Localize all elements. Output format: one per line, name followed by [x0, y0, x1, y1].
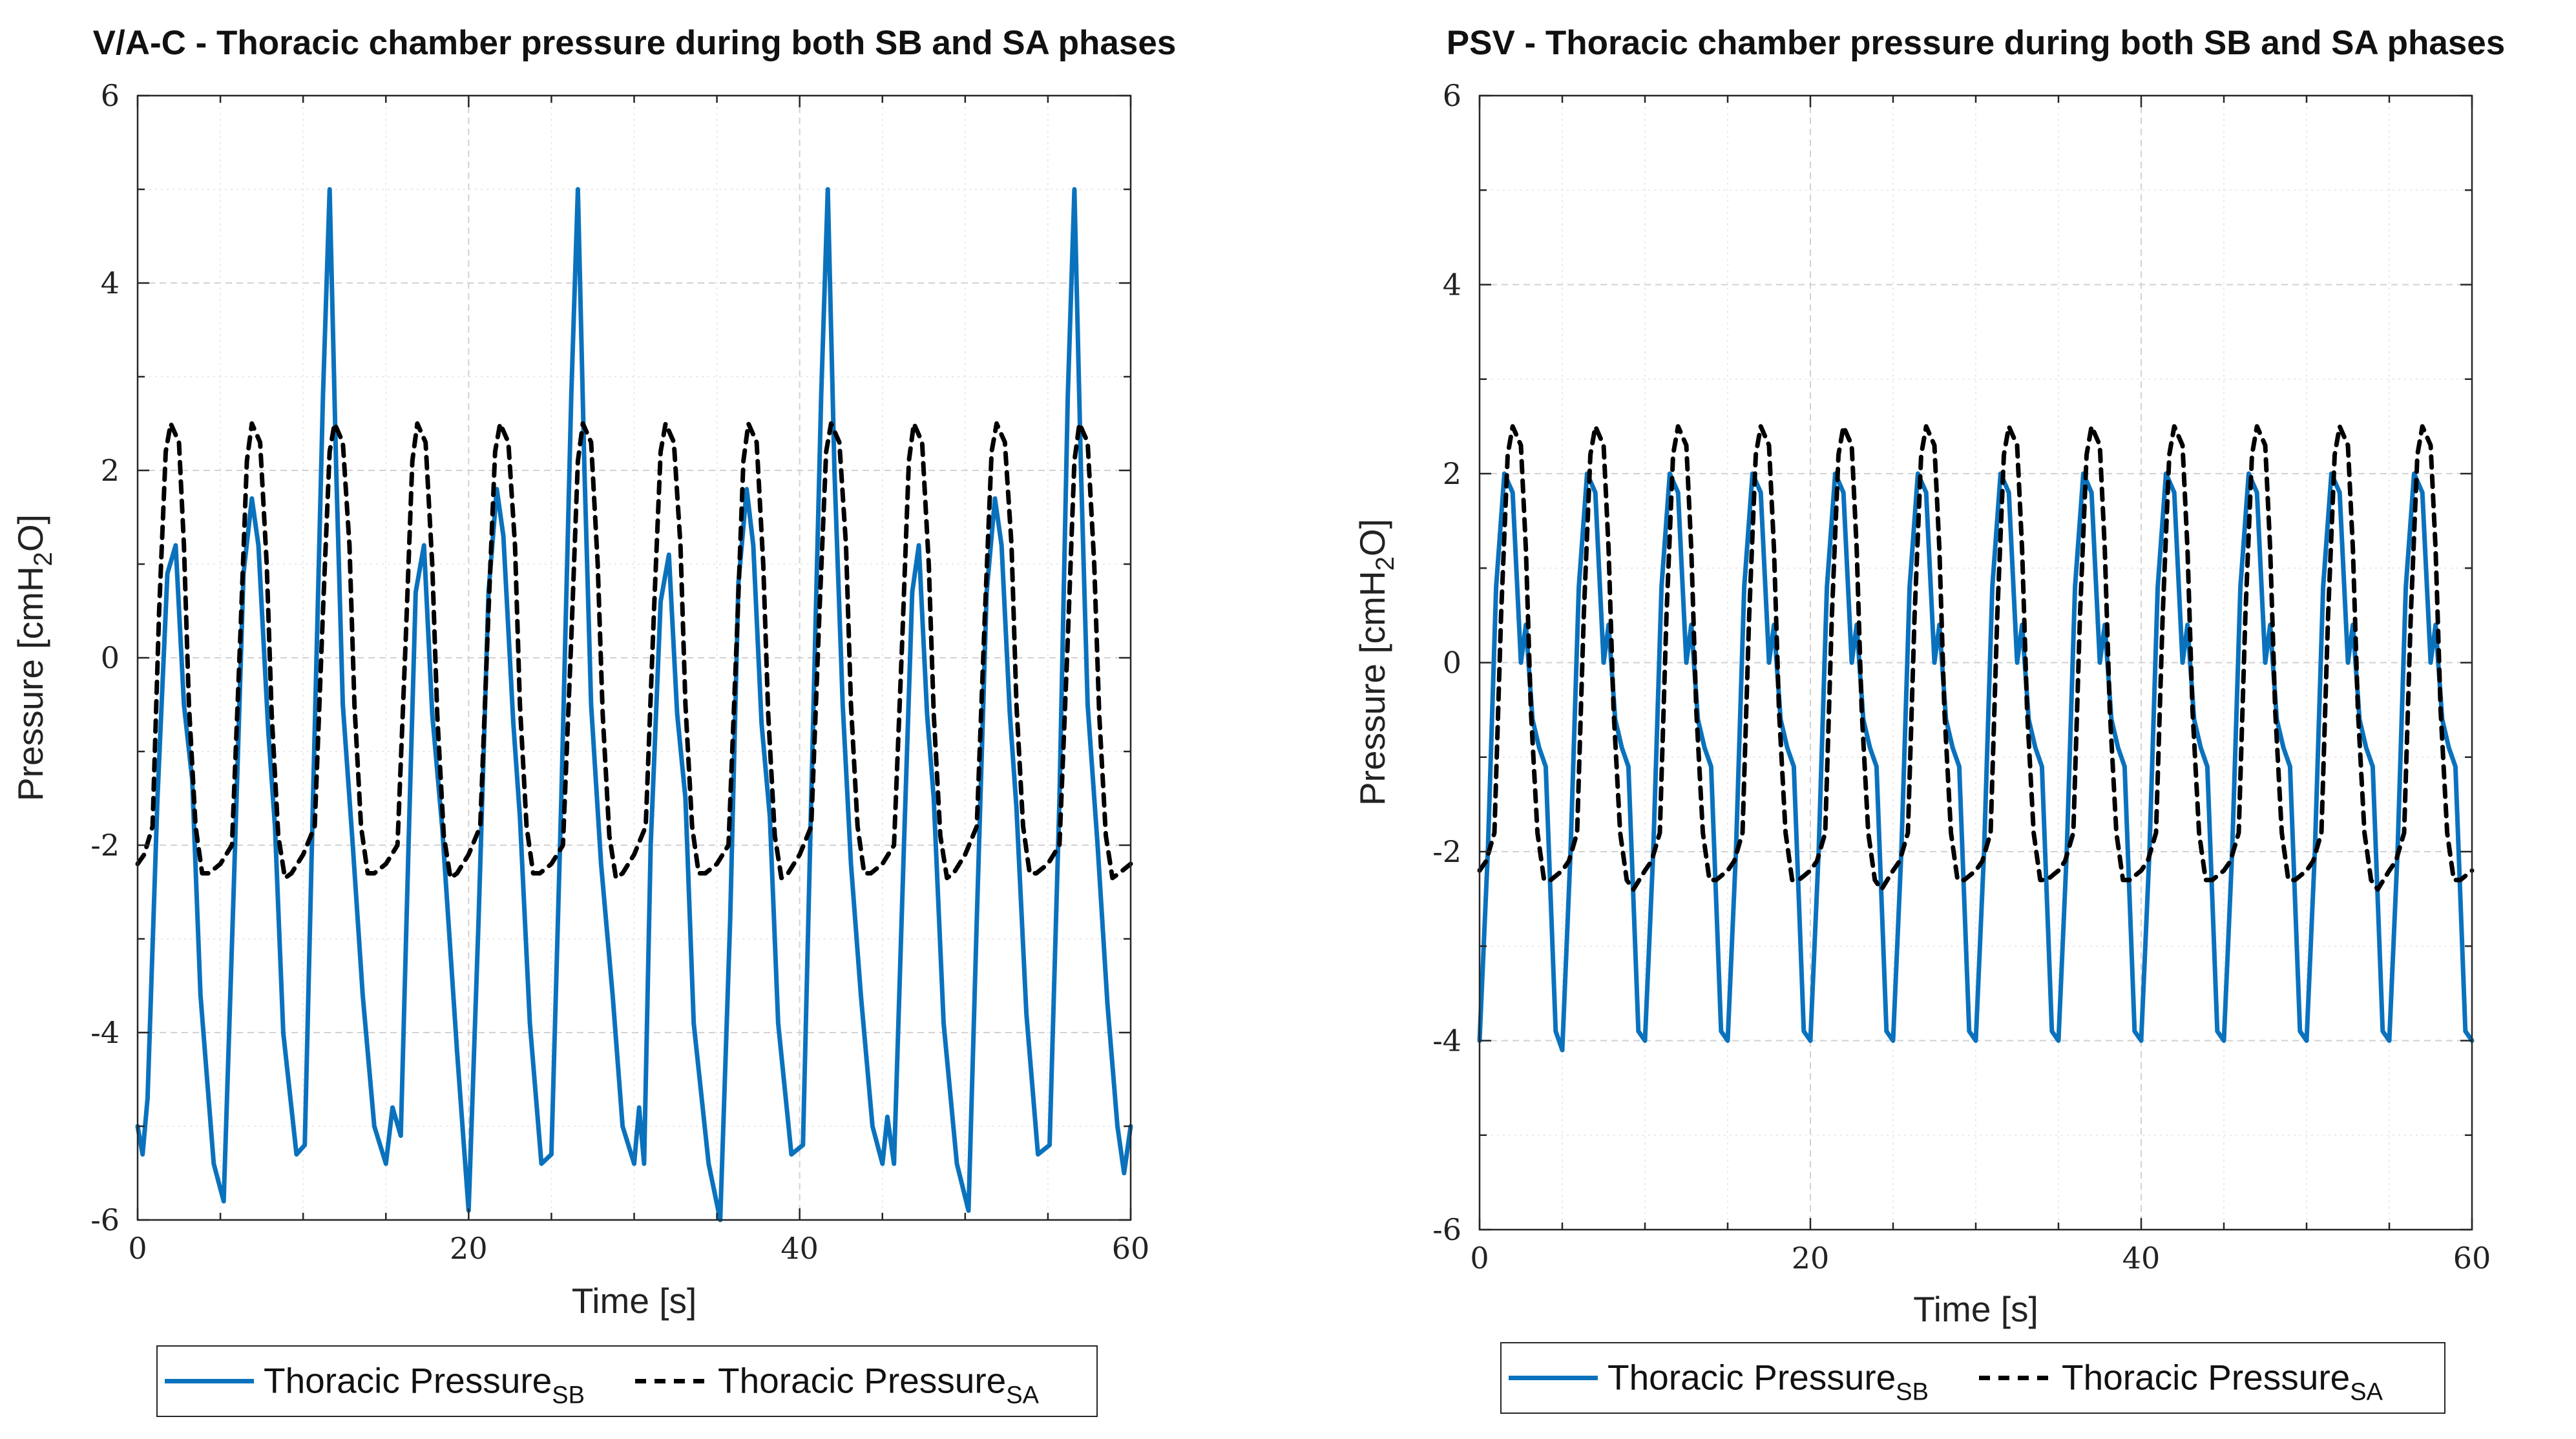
y-tick-label: -6	[1432, 1212, 1461, 1247]
legend-entry-sb-name: Thoracic Pressure	[1607, 1358, 1896, 1398]
series-line-sb	[135, 187, 1133, 1223]
y-axis-label-subscript: 2	[29, 552, 58, 566]
y-tick-label: -2	[1432, 834, 1461, 869]
legend-entry-sb: Thoracic PressureSB	[1607, 1358, 1929, 1406]
y-tick-label: 0	[1443, 646, 1461, 680]
x-tick-label: 20	[450, 1231, 488, 1266]
legend-entry-sa-subscript: SA	[1006, 1382, 1039, 1409]
y-tick-label: -6	[90, 1203, 120, 1237]
y-axis-label-subscript: 2	[1371, 556, 1399, 571]
chart-title: V/A-C - Thoracic chamber pressure during…	[93, 24, 1177, 62]
x-tick-label: 0	[1470, 1241, 1489, 1276]
legend-entry-sb: Thoracic PressureSB	[264, 1361, 585, 1409]
legend-box	[156, 1345, 1098, 1417]
legend-entry-sa-name: Thoracic Pressure	[2062, 1358, 2350, 1398]
legend-entry-sb-name: Thoracic Pressure	[264, 1361, 552, 1401]
series-line-sa	[135, 421, 1133, 881]
y-axis-label-main: Pressure [cmH	[1352, 571, 1392, 806]
y-tick-label: -4	[90, 1015, 120, 1050]
y-tick-label: 2	[101, 453, 120, 488]
legend-box	[1500, 1342, 2445, 1414]
y-tick-label: 6	[101, 78, 120, 113]
chart-title: PSV - Thoracic chamber pressure during b…	[1447, 24, 2505, 62]
series-line-sa	[1477, 424, 2475, 892]
y-tick-label: -4	[1432, 1024, 1461, 1058]
y-axis-label: Pressure [cmH2O]	[1352, 519, 1399, 806]
legend-entry-sa-name: Thoracic Pressure	[718, 1361, 1006, 1401]
x-axis-label: Time [s]	[1913, 1289, 2038, 1329]
x-tick-label: 0	[128, 1231, 147, 1266]
y-tick-label: 2	[1443, 456, 1461, 491]
x-tick-label: 20	[1792, 1241, 1830, 1276]
legend: Thoracic PressureSB Thoracic PressureSA	[156, 1345, 1098, 1417]
chart-2: PSV - Thoracic chamber pressure during b…	[1352, 24, 2505, 1414]
x-axis-label: Time [s]	[572, 1281, 697, 1321]
legend-entry-sb-subscript: SB	[552, 1382, 585, 1409]
y-axis-label-end: O]	[10, 514, 50, 552]
x-tick-label: 60	[1112, 1231, 1150, 1266]
y-axis-label-main: Pressure [cmH	[10, 566, 50, 801]
legend: Thoracic PressureSB Thoracic PressureSA	[1500, 1342, 2445, 1414]
y-tick-label: -2	[90, 828, 120, 863]
y-axis-label-end: O]	[1352, 519, 1392, 556]
y-tick-label: 0	[101, 640, 120, 675]
legend-entry-sa: Thoracic PressureSA	[2062, 1358, 2383, 1406]
legend-entry-sa-subscript: SA	[2350, 1379, 2383, 1406]
y-axis-label: Pressure [cmH2O]	[10, 514, 58, 801]
y-tick-label: 4	[1443, 268, 1461, 302]
x-tick-label: 60	[2453, 1241, 2491, 1276]
y-tick-label: 4	[101, 266, 120, 300]
chart-1: V/A-C - Thoracic chamber pressure during…	[10, 24, 1177, 1417]
x-tick-label: 40	[2122, 1241, 2161, 1276]
y-tick-label: 6	[1443, 78, 1461, 113]
series-line-sb	[1477, 471, 2475, 1053]
legend-entry-sa: Thoracic PressureSA	[718, 1361, 1040, 1409]
legend-entry-sb-subscript: SB	[1896, 1379, 1929, 1406]
x-tick-label: 40	[780, 1231, 819, 1266]
